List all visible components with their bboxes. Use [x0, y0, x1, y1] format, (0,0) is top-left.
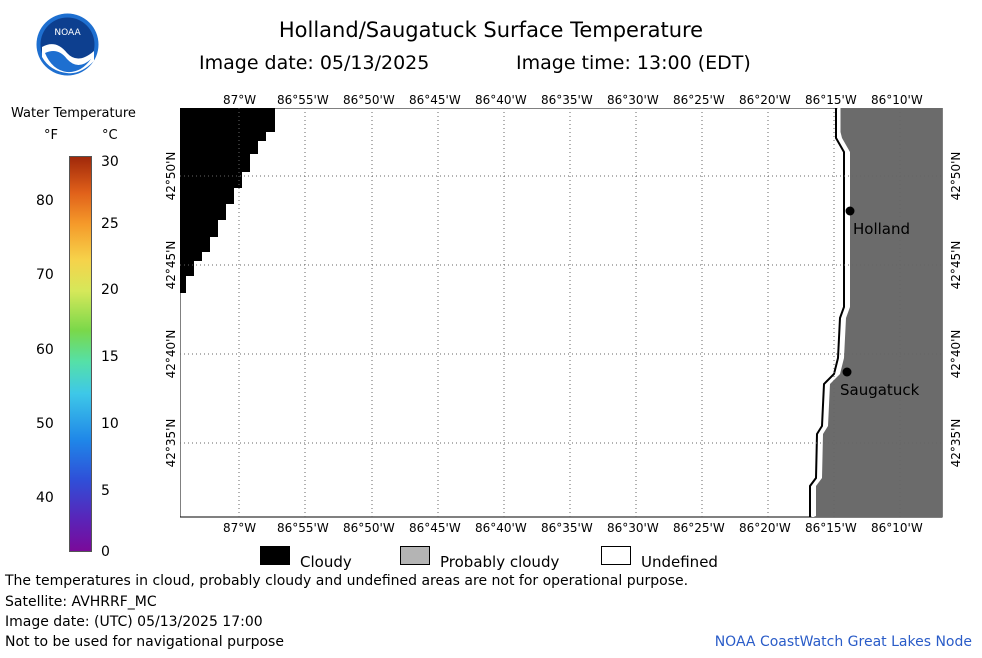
place-label-saugatuck: Saugatuck [840, 381, 920, 399]
holland-marker [845, 206, 855, 216]
lon-label-bottom: 86°35'W [541, 521, 593, 535]
lon-label-top: 87°W [223, 93, 257, 107]
footer-credit[interactable]: NOAA CoastWatch Great Lakes Node [714, 634, 972, 650]
footer-image-date: Image date: (UTC) 05/13/2025 17:00 [5, 614, 263, 630]
lon-label-top: 86°40'W [475, 93, 527, 107]
lat-label-left: 42°35'N [164, 418, 178, 468]
c-tick: 25 [101, 216, 119, 232]
f-tick: 80 [36, 193, 54, 209]
lat-label-right: 42°40'N [949, 329, 963, 379]
cloudy-area [180, 108, 275, 293]
f-tick: 50 [36, 416, 54, 432]
lat-label-left: 42°50'N [164, 151, 178, 201]
noaa-logo-icon: NOAA [36, 13, 99, 76]
lon-label-top: 86°50'W [343, 93, 395, 107]
colorbar-unit-c: °C [102, 128, 118, 143]
lat-label-left: 42°45'N [164, 240, 178, 290]
c-tick: 30 [101, 154, 119, 170]
place-label-holland: Holland [853, 220, 911, 238]
legend-label-probably-cloudy: Probably cloudy [440, 553, 560, 571]
logo-text: NOAA [54, 28, 81, 38]
c-tick: 5 [101, 483, 110, 499]
lon-label-top: 86°35'W [541, 93, 593, 107]
legend-swatch-undefined [601, 546, 631, 565]
c-tick: 0 [101, 544, 110, 560]
lon-label-top: 86°10'W [871, 93, 923, 107]
c-tick: 20 [101, 282, 119, 298]
lat-label-right: 42°35'N [949, 418, 963, 468]
shoreline [811, 108, 849, 517]
lon-label-bottom: 86°55'W [277, 521, 329, 535]
legend-label-undefined: Undefined [641, 553, 718, 571]
c-tick: 15 [101, 349, 119, 365]
f-tick: 70 [36, 267, 54, 283]
lon-label-bottom: 86°15'W [805, 521, 857, 535]
lon-label-top: 86°25'W [673, 93, 725, 107]
lat-label-left: 42°40'N [164, 329, 178, 379]
image-date-label: Image date: 05/13/2025 [199, 52, 430, 74]
lon-label-bottom: 86°30'W [607, 521, 659, 535]
lon-label-bottom: 86°50'W [343, 521, 395, 535]
image-time-label: Image time: 13:00 (EDT) [516, 52, 751, 74]
lon-label-bottom: 87°W [223, 521, 257, 535]
colorbar [69, 156, 92, 552]
colorbar-unit-f: °F [44, 128, 58, 143]
f-tick: 40 [36, 490, 54, 506]
grid [180, 108, 942, 517]
noaa-logo: NOAA [36, 13, 99, 76]
lon-label-bottom: 86°25'W [673, 521, 725, 535]
lon-label-bottom: 86°40'W [475, 521, 527, 535]
legend-label-cloudy: Cloudy [300, 553, 352, 571]
lat-label-right: 42°50'N [949, 151, 963, 201]
map-frame [180, 108, 943, 518]
lon-label-bottom: 86°10'W [871, 521, 923, 535]
footer-satellite: Satellite: AVHRRF_MC [5, 594, 157, 610]
saugatuck-marker [842, 367, 852, 377]
footer-note: The temperatures in cloud, probably clou… [5, 573, 689, 589]
c-tick: 10 [101, 416, 119, 432]
lon-label-top: 86°20'W [739, 93, 791, 107]
footer-disclaimer: Not to be used for navigational purpose [5, 634, 284, 650]
colorbar-title: Water Temperature [11, 106, 136, 121]
lon-label-top: 86°45'W [409, 93, 461, 107]
lon-label-bottom: 86°45'W [409, 521, 461, 535]
lon-label-top: 86°30'W [607, 93, 659, 107]
page-title: Holland/Saugatuck Surface Temperature [278, 18, 704, 42]
land-area [816, 108, 942, 517]
lat-label-right: 42°45'N [949, 240, 963, 290]
legend-swatch-probably-cloudy [400, 546, 430, 565]
lon-label-top: 86°15'W [805, 93, 857, 107]
legend-swatch-cloudy [260, 546, 290, 565]
lon-label-bottom: 86°20'W [739, 521, 791, 535]
f-tick: 60 [36, 342, 54, 358]
lon-label-top: 86°55'W [277, 93, 329, 107]
